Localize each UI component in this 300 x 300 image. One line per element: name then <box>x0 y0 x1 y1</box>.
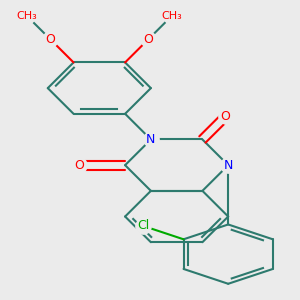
Text: N: N <box>224 159 233 172</box>
Text: O: O <box>221 110 231 123</box>
Text: O: O <box>143 33 153 46</box>
Text: N: N <box>146 133 156 146</box>
Text: CH₃: CH₃ <box>161 11 182 21</box>
Text: Cl: Cl <box>137 220 149 232</box>
Text: O: O <box>45 33 55 46</box>
Text: CH₃: CH₃ <box>17 11 38 21</box>
Text: O: O <box>74 159 84 172</box>
